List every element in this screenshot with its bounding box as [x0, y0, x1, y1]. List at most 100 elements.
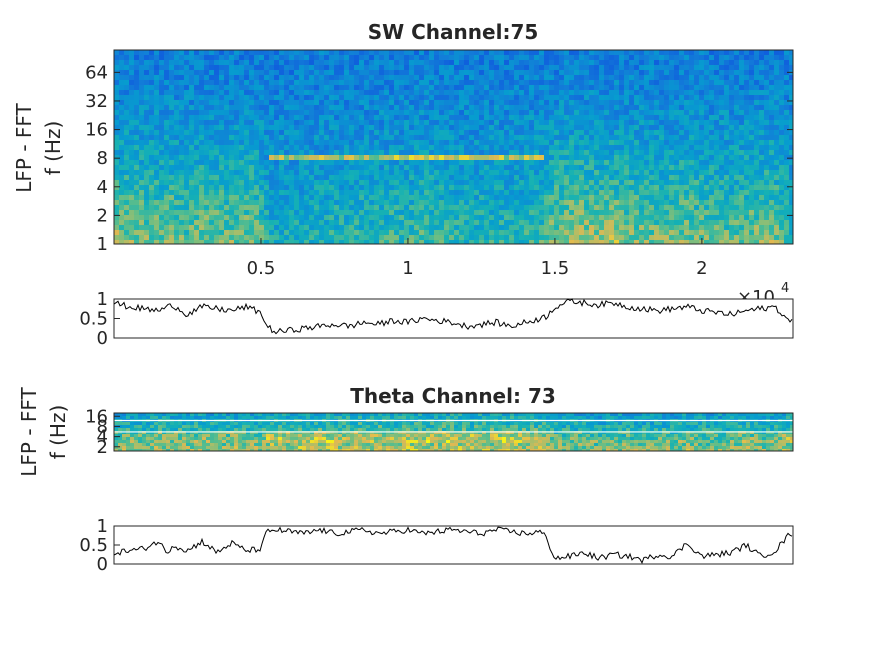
spectrogram-cell [594, 85, 600, 91]
spectrogram-cell [269, 145, 275, 151]
spectrogram-cell [504, 65, 510, 71]
spectrogram-cell [709, 115, 715, 121]
spectrogram-cell [244, 110, 250, 116]
spectrogram-cell [129, 170, 135, 176]
spectrogram-cell [114, 60, 120, 66]
spectrogram-cell [574, 235, 580, 241]
spectrogram-cell [619, 165, 625, 171]
spectrogram-cell [739, 50, 745, 56]
spectrogram-cell [394, 240, 400, 244]
spectrogram-cell [154, 50, 160, 56]
spectrogram-cell [399, 115, 405, 121]
spectrogram-cell [624, 235, 630, 241]
spectrogram-cell [194, 210, 200, 216]
spectrogram-cell [739, 105, 745, 111]
spectrogram-cell [654, 180, 660, 186]
spectrogram-cell [514, 240, 520, 244]
spectrogram-cell [409, 135, 415, 141]
spectrogram-cell [359, 185, 365, 191]
spectrogram-cell [529, 200, 535, 206]
spectrogram-cell [629, 105, 635, 111]
spectrogram-cell [604, 100, 610, 106]
spectrogram-cell [259, 55, 265, 61]
spectrogram-cell [139, 160, 145, 166]
spectrogram-cell [199, 125, 205, 131]
spectrogram-cell [659, 230, 665, 236]
spectrogram-cell [514, 135, 520, 141]
spectrogram-cell [449, 175, 455, 181]
spectrogram-cell [604, 240, 610, 244]
spectrogram-cell [329, 70, 335, 76]
spectrogram-cell [254, 200, 260, 206]
spectrogram-cell [429, 110, 435, 116]
spectrogram-cell [554, 185, 560, 191]
spectrogram-cell [144, 235, 150, 241]
spectrogram-cell [714, 75, 720, 81]
spectrogram-cell [524, 115, 530, 121]
spectrogram-cell [134, 170, 140, 176]
spectrogram-cell [489, 215, 495, 221]
spectrogram-cell [414, 170, 420, 176]
spectrogram-cell [634, 120, 640, 126]
spectrogram-cell [549, 170, 555, 176]
spectrogram-cell [444, 110, 450, 116]
spectrogram-cell [624, 160, 630, 166]
spectrogram-cell [244, 235, 250, 241]
spectrogram-cell [239, 210, 245, 216]
spectrogram-cell [549, 230, 555, 236]
spectrogram-cell [319, 115, 325, 121]
spectrogram-cell [324, 240, 330, 244]
spectrogram-cell [314, 185, 320, 191]
spectrogram-cell [484, 65, 490, 71]
spectrogram-cell [229, 160, 235, 166]
spectrogram-cell [414, 115, 420, 121]
spectrogram-cell [164, 170, 170, 176]
spectrogram-cell [424, 195, 430, 201]
spectrogram-cell [269, 105, 275, 111]
spectrogram-cell [479, 140, 485, 146]
spectrogram-cell [154, 180, 160, 186]
spectrogram-cell [544, 215, 550, 221]
spectrogram-cell [664, 115, 670, 121]
spectrogram-cell [419, 165, 425, 171]
spectrogram-cell [429, 60, 435, 66]
spectrogram-cell [194, 85, 200, 91]
spectrogram-cell [744, 90, 750, 96]
spectrogram-cell [749, 240, 755, 244]
spectrogram-cell [594, 80, 600, 86]
spectrogram-cell [324, 75, 330, 81]
spectrogram-cell [634, 140, 640, 146]
spectrogram-cell [639, 240, 645, 244]
spectrogram-cell [554, 85, 560, 91]
spectrogram-cell [219, 235, 225, 241]
spectrogram-cell [714, 190, 720, 196]
spectrogram-cell [234, 60, 240, 66]
spectrogram-cell [459, 225, 465, 231]
spectrogram-cell [189, 65, 195, 71]
spectrogram-cell [609, 185, 615, 191]
spectrogram-cell [399, 120, 405, 126]
spectrogram-cell [139, 210, 145, 216]
spectrogram-cell [214, 190, 220, 196]
spectrogram-cell [664, 70, 670, 76]
spectrogram-cell [469, 150, 475, 156]
spectrogram-cell [129, 180, 135, 186]
spectrogram-cell [514, 50, 520, 56]
spectrogram-cell [589, 235, 595, 241]
spectrogram-cell [629, 125, 635, 131]
spectrogram-cell [474, 135, 480, 141]
spectrogram-cell [329, 130, 335, 136]
spectrogram-cell [294, 120, 300, 126]
spectrogram-cell [209, 100, 215, 106]
spectrogram-cell [689, 75, 695, 81]
spectrogram-cell [524, 55, 530, 61]
spectrogram-cell [584, 185, 590, 191]
spectrogram-cell [354, 215, 360, 221]
spectrogram-cell [379, 60, 385, 66]
spectrogram-cell [424, 85, 430, 91]
spectrogram-cell [499, 210, 505, 216]
spectrogram-cell [239, 165, 245, 171]
spectrogram-cell [629, 120, 635, 126]
spectrogram-cell [614, 150, 620, 156]
spectrogram-cell [604, 165, 610, 171]
